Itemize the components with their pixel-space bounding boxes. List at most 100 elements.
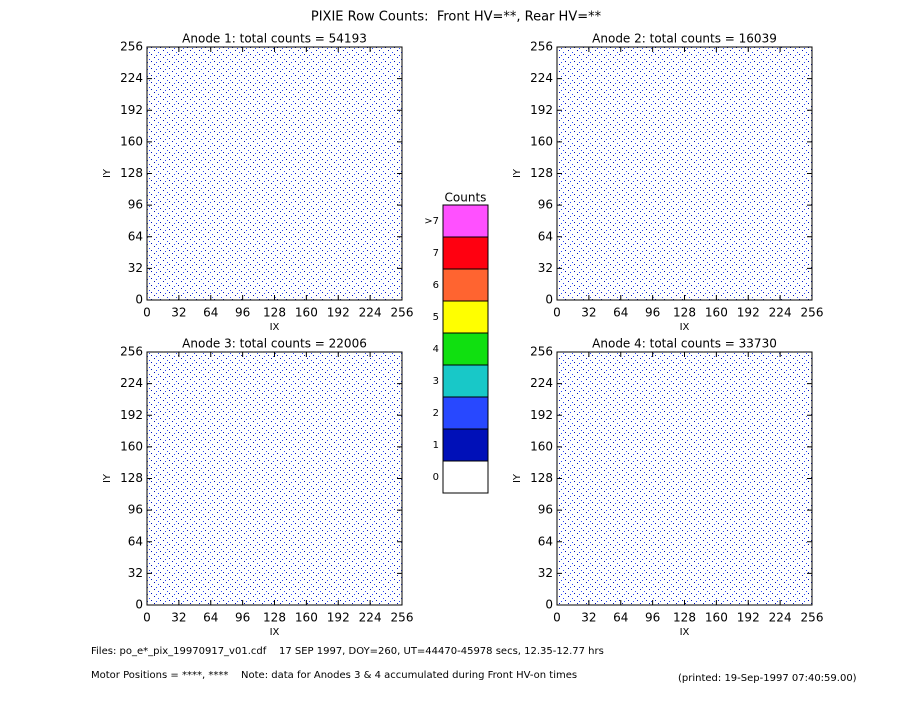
y-tick-label: 96 (128, 503, 143, 517)
colorbar-label: 5 (433, 312, 439, 323)
x-tick-label: 64 (613, 306, 628, 320)
y-tick-label: 160 (120, 439, 143, 453)
x-tick-label: 160 (295, 611, 318, 625)
x-tick-label: 160 (705, 306, 728, 320)
y-tick-label: 0 (545, 598, 553, 612)
x-tick-label: 32 (581, 611, 596, 625)
y-tick-label: 256 (530, 40, 553, 54)
y-tick-label: 192 (530, 408, 553, 422)
y-axis-label: IY (512, 473, 523, 483)
y-tick-label: 128 (120, 166, 143, 180)
y-tick-label: 192 (120, 103, 143, 117)
x-tick-label: 64 (203, 306, 218, 320)
y-tick-label: 96 (538, 198, 553, 212)
panel-title: Anode 2: total counts = 16039 (592, 32, 777, 46)
x-tick-label: 128 (673, 306, 696, 320)
x-tick-label: 224 (359, 611, 382, 625)
x-tick-label: 96 (645, 611, 660, 625)
y-tick-label: 64 (128, 229, 143, 243)
x-axis-label: IX (680, 627, 690, 638)
x-tick-label: 0 (143, 306, 151, 320)
y-tick-label: 32 (128, 566, 143, 580)
x-tick-label: 0 (143, 611, 151, 625)
y-tick-label: 0 (135, 598, 143, 612)
y-tick-label: 128 (120, 471, 143, 485)
y-tick-label: 256 (530, 345, 553, 359)
colorbar-title: Counts (445, 191, 487, 205)
y-tick-label: 192 (120, 408, 143, 422)
y-tick-label: 64 (538, 229, 553, 243)
x-tick-label: 128 (263, 306, 286, 320)
y-tick-label: 128 (530, 471, 553, 485)
colorbar-label: 4 (433, 344, 439, 355)
x-tick-label: 192 (737, 611, 760, 625)
x-tick-label: 256 (391, 306, 414, 320)
y-tick-label: 224 (530, 376, 553, 390)
colorbar-cell (442, 236, 489, 270)
colorbar-label: 1 (433, 440, 439, 451)
x-tick-label: 256 (391, 611, 414, 625)
x-tick-label: 160 (705, 611, 728, 625)
x-tick-label: 160 (295, 306, 318, 320)
heatmap-area (556, 46, 813, 301)
x-tick-label: 224 (769, 611, 792, 625)
heatmap-area (556, 351, 813, 606)
y-tick-label: 192 (530, 103, 553, 117)
footer-motor: Motor Positions = ****, **** Note: data … (91, 670, 577, 681)
x-axis-label: IX (680, 322, 690, 333)
x-tick-label: 32 (171, 306, 186, 320)
y-tick-label: 160 (530, 439, 553, 453)
colorbar-label: 7 (433, 248, 439, 259)
colorbar-label: 0 (433, 472, 439, 483)
y-tick-label: 224 (530, 71, 553, 85)
y-tick-label: 224 (120, 71, 143, 85)
x-tick-label: 192 (327, 611, 350, 625)
y-tick-label: 256 (120, 345, 143, 359)
y-axis-label: IY (102, 168, 113, 178)
y-tick-label: 160 (530, 134, 553, 148)
x-tick-label: 192 (327, 306, 350, 320)
y-tick-label: 96 (538, 503, 553, 517)
colorbar-cell (442, 300, 489, 334)
page-title: PIXIE Row Counts: Front HV=**, Rear HV=*… (311, 10, 602, 25)
y-tick-label: 224 (120, 376, 143, 390)
footer-files: Files: po_e*_pix_19970917_v01.cdf 17 SEP… (91, 646, 604, 657)
y-tick-label: 96 (128, 198, 143, 212)
x-tick-label: 64 (613, 611, 628, 625)
x-tick-label: 224 (359, 306, 382, 320)
colorbar-cell (442, 268, 489, 302)
x-tick-label: 256 (801, 611, 824, 625)
colorbar-cell (442, 204, 489, 238)
colorbar-cell (442, 364, 489, 398)
x-tick-label: 64 (203, 611, 218, 625)
colorbar-cell (442, 428, 489, 462)
colorbar-label: 2 (433, 408, 439, 419)
heatmap-area (146, 46, 403, 301)
y-tick-label: 128 (530, 166, 553, 180)
x-tick-label: 224 (769, 306, 792, 320)
y-tick-label: 64 (538, 534, 553, 548)
y-tick-label: 32 (538, 261, 553, 275)
colorbar-cell (442, 332, 489, 366)
x-tick-label: 128 (673, 611, 696, 625)
x-tick-label: 32 (171, 611, 186, 625)
x-tick-label: 0 (553, 306, 561, 320)
y-axis-label: IY (512, 168, 523, 178)
x-axis-label: IX (270, 322, 280, 333)
x-tick-label: 192 (737, 306, 760, 320)
y-tick-label: 32 (128, 261, 143, 275)
heatmap-area (146, 351, 403, 606)
footer-printed: (printed: 19-Sep-1997 07:40:59.00) (678, 673, 857, 684)
y-tick-label: 32 (538, 566, 553, 580)
colorbar-label: >7 (424, 216, 439, 227)
y-tick-label: 160 (120, 134, 143, 148)
colorbar-cell (442, 396, 489, 430)
y-tick-label: 0 (135, 293, 143, 307)
panel-title: Anode 3: total counts = 22006 (182, 337, 367, 351)
panel-title: Anode 4: total counts = 33730 (592, 337, 777, 351)
y-axis-label: IY (102, 473, 113, 483)
colorbar-cell (442, 460, 489, 494)
y-tick-label: 256 (120, 40, 143, 54)
x-tick-label: 32 (581, 306, 596, 320)
